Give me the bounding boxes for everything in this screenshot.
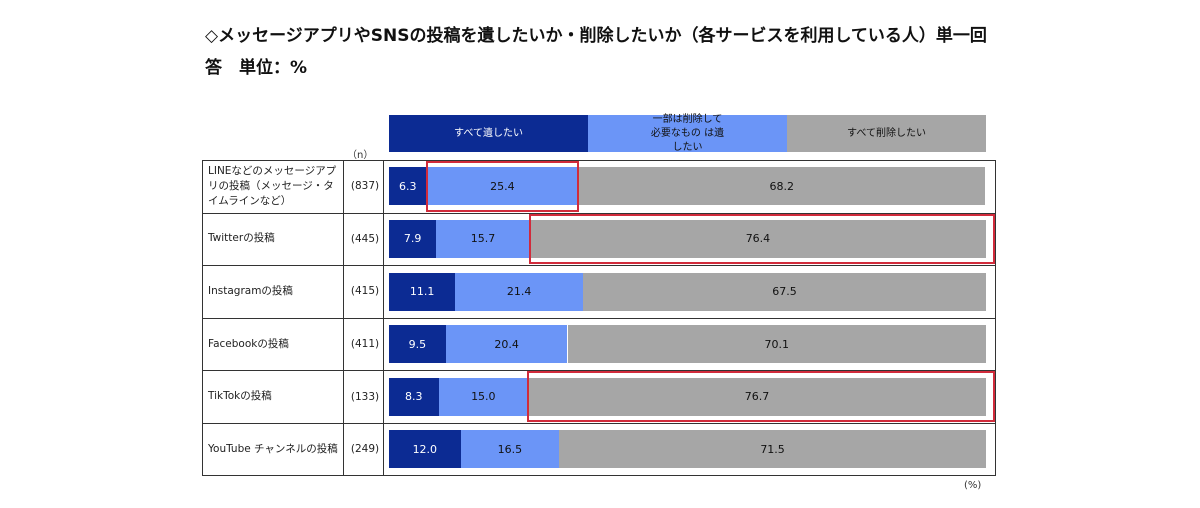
highlight-box — [528, 213, 995, 265]
n-header: （n） — [347, 150, 374, 161]
bar-segment: 16.5 — [460, 430, 560, 469]
chart-title: ◇メッセージアプリやSNSの投稿を遺したいか・削除したいか（各サービスを利用して… — [205, 20, 1025, 84]
data-label: 7.9 — [403, 232, 422, 246]
category-label: TikTokの投稿 — [208, 390, 272, 403]
bar-segment: 9.5 — [389, 325, 446, 364]
bar-segment: 8.3 — [389, 377, 439, 416]
legend-item-1: すべて遺したい — [389, 115, 588, 152]
data-label: 20.4 — [494, 337, 519, 351]
sample-size-label: (133) — [350, 390, 380, 403]
sample-size-label: (411) — [350, 338, 380, 351]
bar-segment: 7.9 — [389, 219, 437, 258]
chart-title-line1: ◇メッセージアプリやSNSの投稿を遺したいか・削除したいか（各サービスを利用して… — [205, 26, 987, 46]
bar-segment: 71.5 — [559, 430, 986, 469]
category-label: Twitterの投稿 — [208, 232, 275, 245]
data-label: 15.7 — [470, 232, 496, 246]
row-divider — [202, 212, 996, 214]
legend-item-2: 一部は削除して必要なもの は遺したい — [588, 114, 787, 153]
sample-size-label: (249) — [350, 443, 380, 456]
row-divider — [202, 265, 996, 267]
bar-segment: 70.1 — [567, 325, 986, 364]
category-label: Facebookの投稿 — [208, 337, 289, 350]
category-label: Instagramの投稿 — [208, 284, 293, 297]
data-label: 76.4 — [745, 232, 771, 246]
data-label: 16.5 — [497, 442, 523, 456]
row-divider — [202, 317, 996, 319]
highlight-box — [527, 371, 995, 422]
category-label: YouTube チャンネルの投稿 — [208, 442, 338, 455]
bar-segment: 67.5 — [583, 272, 986, 311]
data-label: 70.1 — [764, 337, 789, 351]
bar-segment: 6.3 — [389, 167, 427, 206]
row-divider — [202, 370, 996, 372]
sample-size-label: (837) — [350, 180, 380, 193]
unit-label: (%) — [964, 480, 982, 491]
data-label: 6.3 — [399, 179, 417, 193]
legend-item-3: すべて削除したい — [787, 115, 986, 152]
data-label: 8.3 — [405, 390, 423, 404]
chart-title-line2: 答 単位：% — [205, 58, 308, 78]
data-label: 15.0 — [471, 390, 496, 404]
data-label: 12.0 — [412, 442, 438, 456]
data-label: 71.5 — [760, 442, 785, 456]
sample-size-label: (445) — [350, 232, 380, 245]
category-label: LINEなどのメッセージアプリの投稿（メッセージ・タイムラインなど） — [208, 164, 337, 207]
bar-segment: 15.0 — [438, 377, 529, 416]
highlight-box — [425, 161, 580, 212]
bar-segment: 25.4 — [426, 167, 579, 206]
bar-segment: 76.7 — [528, 377, 986, 416]
data-label: 9.5 — [408, 337, 427, 351]
row-divider — [202, 423, 996, 424]
bar-segment: 20.4 — [445, 325, 568, 364]
bar-segment: 76.4 — [529, 219, 986, 258]
bar-segment: 68.2 — [578, 167, 986, 206]
data-label: 76.7 — [744, 390, 770, 404]
data-label: 21.4 — [506, 285, 532, 298]
bar-segment: 21.4 — [455, 272, 584, 311]
data-label: 25.4 — [490, 179, 515, 193]
data-label: 11.1 — [409, 285, 435, 298]
bar-segment: 12.0 — [389, 430, 461, 469]
data-label: 68.2 — [769, 179, 795, 193]
data-label: 67.5 — [772, 285, 797, 298]
bar-segment: 11.1 — [389, 272, 456, 311]
bar-segment: 15.7 — [436, 219, 530, 258]
sample-size-label: (415) — [350, 285, 380, 298]
